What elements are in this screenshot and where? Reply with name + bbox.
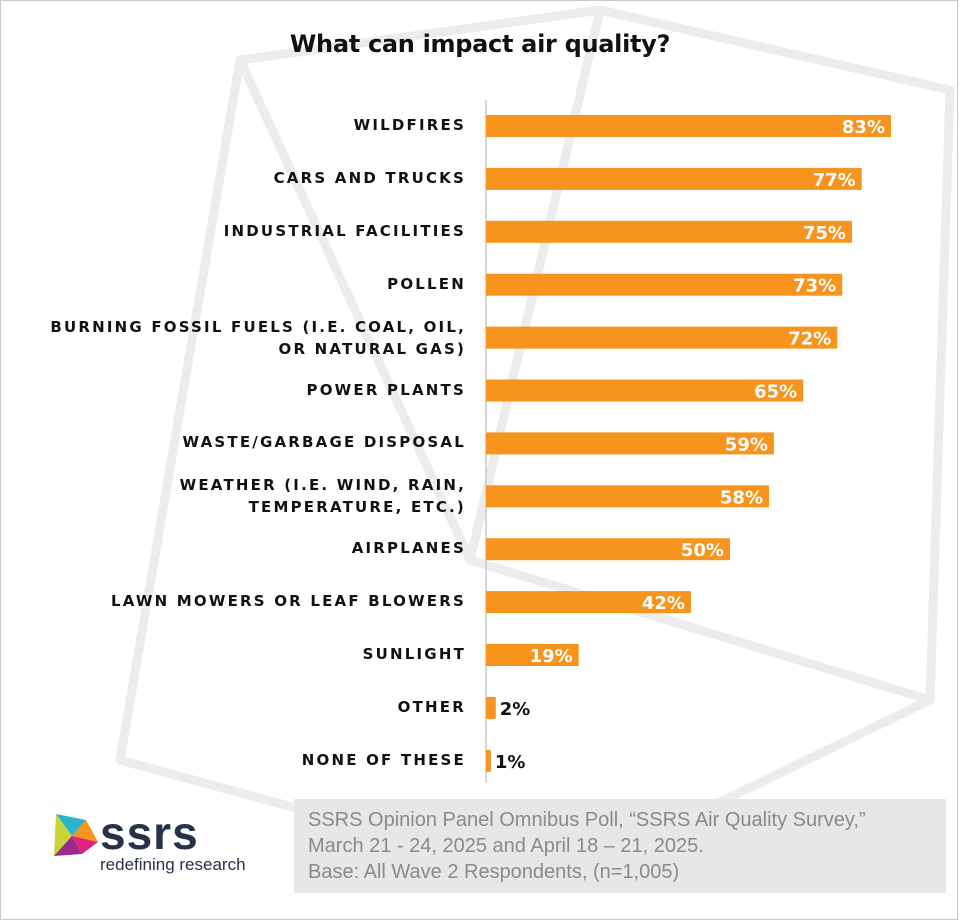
bar bbox=[486, 273, 843, 296]
category-label: POLLEN bbox=[387, 273, 466, 295]
footnote-line: SSRS Opinion Panel Omnibus Poll, “SSRS A… bbox=[308, 809, 866, 831]
ssrs-logo-icon bbox=[54, 814, 98, 856]
category-label-line: WILDFIRES bbox=[353, 116, 466, 134]
bar bbox=[486, 432, 774, 455]
bar bbox=[486, 644, 579, 666]
category-label-line: OTHER bbox=[397, 697, 466, 716]
category-label: BURNING FOSSIL FUELS (I.E. COAL, OIL, OR … bbox=[50, 316, 466, 360]
data-label: 2% bbox=[500, 699, 531, 720]
bar bbox=[486, 220, 852, 243]
category-label-line: NONE OF THESE bbox=[301, 750, 466, 769]
data-label: 59% bbox=[725, 434, 768, 455]
logo-wordmark: ssrs bbox=[100, 807, 199, 859]
data-label: 1% bbox=[495, 752, 526, 773]
data-label: 83% bbox=[842, 117, 885, 138]
footnote-line: Base: All Wave 2 Respondents, (n=1,005) bbox=[308, 861, 680, 883]
category-label: LAWN MOWERS OR LEAF BLOWERS bbox=[111, 590, 466, 612]
data-label: 73% bbox=[793, 276, 836, 297]
category-label: NONE OF THESE bbox=[302, 749, 466, 771]
bar bbox=[486, 538, 730, 561]
category-label-line: SUNLIGHT bbox=[362, 645, 466, 663]
data-label: 77% bbox=[813, 170, 856, 191]
category-label: SUNLIGHT bbox=[363, 643, 466, 665]
category-label: WEATHER (I.E. WIND, RAIN, TEMPERATURE, ET… bbox=[180, 474, 466, 518]
category-label: CARS AND TRUCKS bbox=[274, 167, 466, 189]
bar bbox=[486, 749, 491, 772]
category-label: AIRPLANES bbox=[352, 537, 466, 559]
category-label-line: WEATHER (I.E. WIND, RAIN, bbox=[179, 476, 466, 495]
data-label: 58% bbox=[720, 487, 763, 508]
category-label-line: CARS AND TRUCKS bbox=[273, 168, 466, 187]
category-label-line: LAWN MOWERS OR LEAF BLOWERS bbox=[110, 592, 466, 611]
bar bbox=[486, 115, 891, 137]
footnote-line: March 21 - 24, 2025 and April 18 – 21, 2… bbox=[308, 835, 704, 857]
category-label-line: AIRPLANES bbox=[351, 539, 466, 558]
category-label: WASTE/GARBAGE DISPOSAL bbox=[183, 431, 467, 453]
category-label: OTHER bbox=[398, 696, 466, 718]
data-label: 72% bbox=[788, 329, 831, 350]
category-label-line: POLLEN bbox=[387, 274, 466, 293]
category-label-line: TEMPERATURE, ETC.) bbox=[248, 498, 466, 517]
category-label-line: OR NATURAL GAS) bbox=[278, 339, 466, 358]
category-label: POWER PLANTS bbox=[307, 379, 466, 401]
data-label: 75% bbox=[803, 223, 846, 244]
bar bbox=[486, 326, 838, 349]
bar-chart: 83% 77% 75% 73% 72% 65% 59% 58% 50% 42% 19% 2% 1% bbox=[485, 100, 891, 783]
category-label-line: WASTE/GARBAGE DISPOSAL bbox=[182, 433, 466, 452]
data-label: 50% bbox=[681, 540, 724, 561]
category-label: WILDFIRES bbox=[354, 114, 466, 136]
bar bbox=[486, 167, 862, 190]
data-label: 19% bbox=[530, 646, 573, 667]
category-label: INDUSTRIAL FACILITIES bbox=[224, 220, 466, 242]
bar bbox=[486, 696, 496, 719]
category-label-line: POWER PLANTS bbox=[306, 380, 466, 399]
bar bbox=[486, 485, 770, 508]
bar bbox=[486, 591, 691, 614]
data-label: 42% bbox=[642, 593, 685, 614]
logo-tagline: redefining research bbox=[100, 855, 246, 874]
data-label: 65% bbox=[754, 382, 797, 403]
source-footnote: SSRS Opinion Panel Omnibus Poll, “SSRS A… bbox=[294, 799, 946, 893]
bar bbox=[486, 379, 804, 402]
category-label-line: BURNING FOSSIL FUELS (I.E. COAL, OIL, bbox=[50, 317, 466, 336]
category-label-line: INDUSTRIAL FACILITIES bbox=[223, 221, 466, 240]
chart-title: What can impact air quality? bbox=[289, 30, 671, 58]
